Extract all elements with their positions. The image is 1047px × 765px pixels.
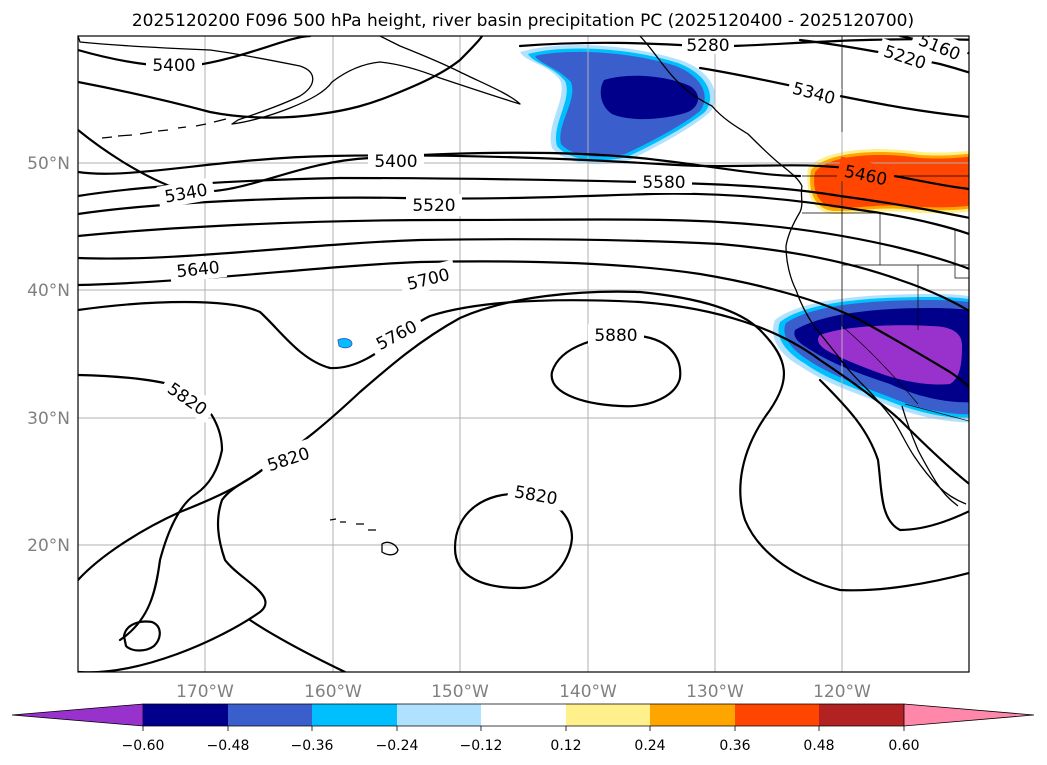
latitude-labels: 50°N 40°N 30°N 20°N	[27, 154, 70, 556]
contour-label-5400-mid: 5400	[374, 152, 417, 172]
contour-small-ring	[122, 620, 161, 652]
height-contours	[78, 36, 969, 672]
contour-label-5820-center: 5820	[265, 444, 312, 476]
borders	[802, 36, 969, 422]
colorbar-tick-label: 0.24	[634, 738, 665, 754]
contour-5400-upper	[78, 36, 484, 119]
contour-label-5520: 5520	[412, 196, 455, 216]
map-frame	[77, 35, 970, 673]
contour-label-5640: 5640	[176, 258, 221, 282]
colorbar-extend-low	[11, 703, 144, 727]
colorbar-segment-3	[312, 704, 397, 726]
contour-label-5280: 5280	[686, 36, 729, 56]
contour-5520	[78, 192, 969, 236]
contour-label-5340-left: 5340	[163, 180, 209, 207]
colorbar-extend-high	[903, 703, 1035, 727]
colorbar-segment-5	[481, 704, 566, 726]
precip-negative-gulf-alaska-core	[600, 75, 699, 120]
map-area: 5280 5160 5220 5340 5400 5400 5340 5460 …	[78, 36, 969, 672]
longitude-labels: 170°W 160°W 150°W 140°W 130°W 120°W	[176, 682, 871, 702]
colorbar-segment-2	[228, 704, 312, 726]
lat-label-40n: 40°N	[27, 281, 70, 301]
border-state-6	[841, 265, 919, 405]
contour-5640	[78, 238, 969, 313]
contour-5880-edge	[248, 618, 347, 672]
contour-label-5400-top: 5400	[152, 56, 195, 76]
graticule	[78, 36, 969, 672]
border-us-mexico	[904, 403, 969, 422]
contour-5820-inner-east	[818, 378, 969, 532]
contour-label-5880: 5880	[594, 326, 637, 346]
colorbar-segment-6	[566, 704, 650, 726]
lon-label-140w: 140°W	[559, 682, 617, 702]
contour-5760	[78, 299, 969, 486]
lon-label-170w: 170°W	[176, 682, 234, 702]
precip-shading	[337, 45, 969, 423]
colorbar-tick-label: −0.12	[460, 738, 503, 754]
contour-5820-lower	[78, 468, 267, 672]
lat-label-30n: 30°N	[27, 409, 70, 429]
precip-small-patch	[337, 338, 353, 349]
lat-label-50n: 50°N	[27, 154, 70, 174]
lat-label-20n: 20°N	[27, 536, 70, 556]
colorbar-tick-label: 0.36	[719, 738, 750, 754]
colorbar-tick-label: 0.48	[803, 738, 834, 754]
border-state-4	[954, 230, 969, 279]
colorbar-segment-7	[650, 704, 735, 726]
colorbar-segment-9	[819, 704, 904, 726]
colorbar-tick-label: −0.24	[376, 738, 419, 754]
colorbar-segment-1	[143, 704, 228, 726]
contour-label-5580: 5580	[642, 173, 685, 193]
colorbar: −0.60 −0.48 −0.36 −0.24 −0.12 0.12 0.24 …	[11, 703, 1035, 754]
contour-5700	[78, 260, 969, 389]
precip-negative-california-core	[818, 325, 962, 385]
colorbar-tick-labels: −0.60 −0.48 −0.36 −0.24 −0.12 0.12 0.24 …	[122, 738, 920, 754]
contour-5820-ring	[453, 492, 574, 590]
colorbar-tick-label: −0.36	[291, 738, 334, 754]
map-title: 2025120200 F096 500 hPa height, river ba…	[132, 11, 914, 31]
coast-west-north-america	[785, 185, 967, 505]
colorbar-tick-label: −0.60	[122, 738, 165, 754]
lon-label-120w: 120°W	[813, 682, 871, 702]
colorbar-tick-label: −0.48	[207, 738, 250, 754]
contour-label-5340-top: 5340	[790, 79, 837, 110]
contour-5880	[550, 334, 682, 408]
lon-label-160w: 160°W	[304, 682, 362, 702]
contour-5640-a	[78, 218, 969, 271]
lon-label-150w: 150°W	[431, 682, 489, 702]
colorbar-ticks	[142, 726, 905, 731]
coast-aleutians	[101, 118, 227, 139]
colorbar-tick-label: 0.12	[550, 738, 581, 754]
coast-alaska	[78, 36, 521, 125]
lon-label-130w: 130°W	[686, 682, 744, 702]
colorbar-tick-label: 0.60	[888, 738, 919, 754]
colorbar-segment-4	[397, 704, 481, 726]
contour-5580	[78, 176, 969, 219]
colorbar-segment-8	[735, 704, 819, 726]
contour-label-5820-ring: 5820	[513, 482, 559, 509]
coast-hawaii	[329, 518, 399, 556]
